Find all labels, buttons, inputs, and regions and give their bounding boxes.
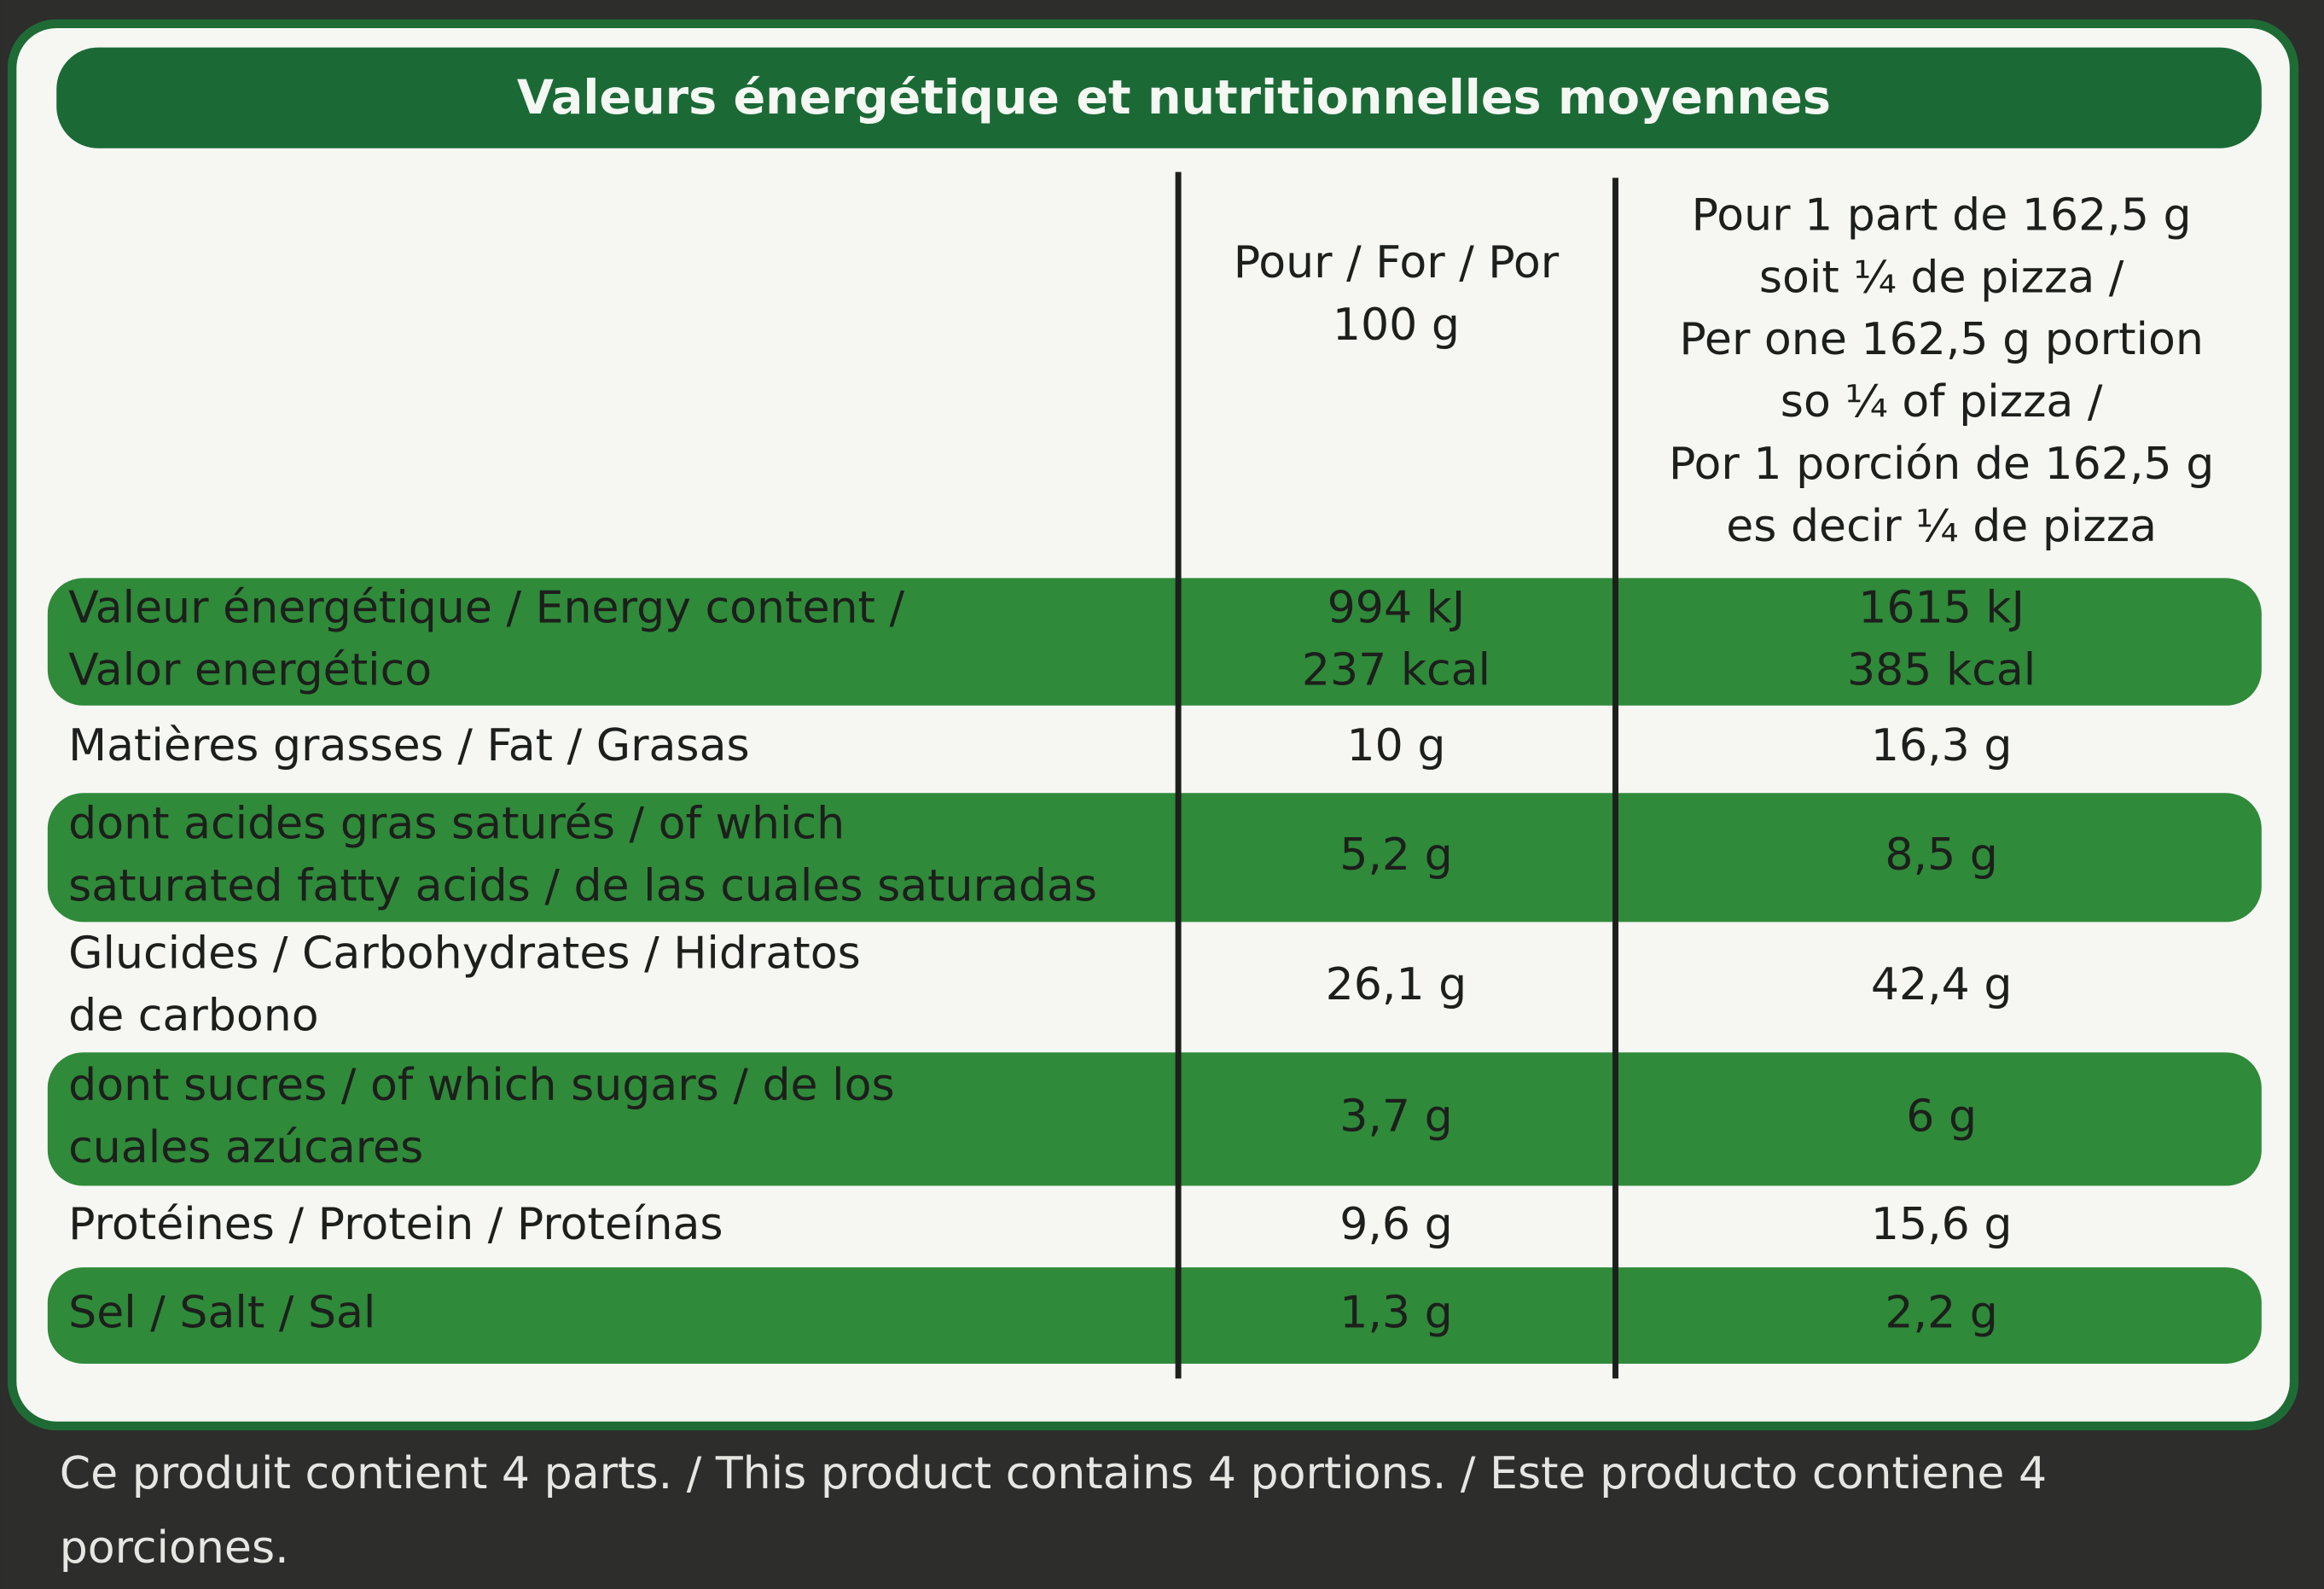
value-per-100g: 9,6 g [1339, 1199, 1452, 1250]
value-per-portion: 15,6 g [1871, 1199, 2013, 1250]
value-per-portion: 8,5 g [1885, 829, 1997, 881]
row-label: dont sucres / of which sugars / de los [68, 1060, 895, 1111]
column-header: Per one 162,5 g portion [1679, 314, 2204, 365]
value-per-100g: 237 kcal [1302, 645, 1490, 696]
row-label: Glucides / Carbohydrates / Hidratos [68, 928, 861, 979]
row-highlight [47, 793, 2262, 923]
row-label: Protéines / Protein / Proteínas [68, 1199, 723, 1250]
row-label: dont acides gras saturés / of which [68, 798, 845, 849]
value-per-portion: 2,2 g [1885, 1288, 1997, 1339]
row-highlight [47, 578, 2262, 706]
row-label: de carbono [68, 990, 319, 1041]
column-header: Pour / For / Por [1234, 237, 1560, 288]
row-label: saturated fatty acids / de las cuales sa… [68, 860, 1097, 911]
column-header: Pour 1 part de 162,5 g [1692, 189, 2192, 241]
table-title: Valeurs énergétique et nutritionnelles m… [517, 70, 1831, 125]
footnote-line: Ce produit contient 4 parts. / This prod… [60, 1448, 2047, 1499]
column-header: soit ¼ de pizza / [1759, 252, 2124, 303]
row-highlight [47, 1052, 2262, 1186]
column-header: Por 1 porción de 162,5 g [1669, 439, 2214, 490]
value-per-portion: 42,4 g [1871, 959, 2013, 1010]
column-header: 100 g [1333, 300, 1460, 351]
value-per-portion: 385 kcal [1847, 645, 2036, 696]
table-rows: Valeur énergétique / Energy content / Val… [47, 578, 2262, 1364]
value-per-100g: 10 g [1346, 720, 1445, 771]
value-per-100g: 5,2 g [1339, 829, 1452, 881]
row-label: Matières grasses / Fat / Grasas [68, 720, 750, 771]
footnote: Ce produit contient 4 parts. / This prod… [60, 1448, 2047, 1574]
row-label: Sel / Salt / Sal [68, 1288, 375, 1339]
value-per-portion: 6 g [1906, 1091, 1977, 1142]
title-bar [56, 47, 2262, 148]
value-per-100g: 1,3 g [1339, 1288, 1452, 1339]
value-per-100g: 26,1 g [1326, 959, 1467, 1010]
value-per-100g: 3,7 g [1339, 1091, 1452, 1142]
column-header: so ¼ of pizza / [1781, 376, 2103, 428]
row-label: Valeur énergétique / Energy content / [68, 583, 904, 634]
column-header: es decir ¼ de pizza [1726, 501, 2157, 552]
value-per-100g: 994 kJ [1328, 583, 1466, 634]
footnote-line: porciones. [60, 1522, 289, 1574]
row-label: cuales azúcares [68, 1122, 423, 1173]
row-highlight [47, 1267, 2262, 1364]
column-headers: Pour / For / Por 100 g Pour 1 part de 162,… [1234, 189, 2215, 552]
value-per-portion: 16,3 g [1871, 720, 2013, 771]
row-label: Valor energético [68, 645, 432, 696]
value-per-portion: 1615 kJ [1858, 583, 2025, 634]
